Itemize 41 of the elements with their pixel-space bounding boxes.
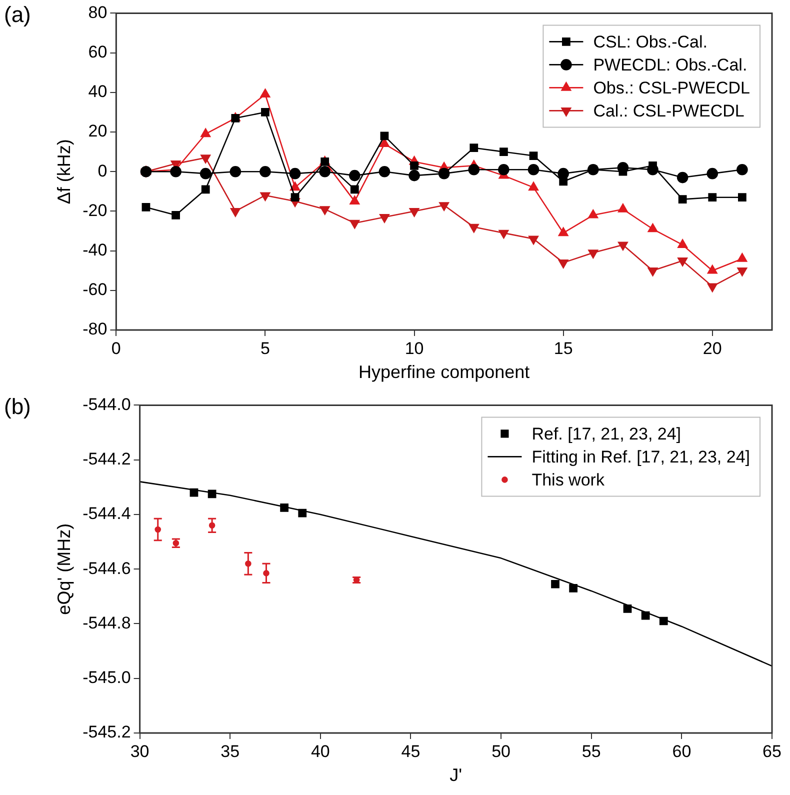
x-axis-title: J' <box>450 765 462 786</box>
x-tick-label: 55 <box>582 742 601 761</box>
text: (a) <box>4 2 31 28</box>
y-tick-label: 80 <box>88 2 108 22</box>
x-tick-label: 50 <box>492 742 511 761</box>
y-tick-label: -545.2 <box>82 722 131 742</box>
x-tick-label: 35 <box>220 742 240 761</box>
legend-label: This work <box>532 470 605 490</box>
y-tick-label: 20 <box>88 122 108 141</box>
y-tick-label: -544.4 <box>82 504 131 524</box>
x-tick-label: 15 <box>554 338 573 358</box>
x-tick-label: 45 <box>401 742 420 761</box>
x-axis-title: Hyperfine component <box>358 362 530 382</box>
x-tick-label: 30 <box>130 742 150 761</box>
y-tick-label: -20 <box>82 200 108 220</box>
y-tick-label: -60 <box>82 280 108 300</box>
x-tick-label: 20 <box>702 338 722 358</box>
y-axis-title: eQq' (MHz) <box>54 523 74 615</box>
y-tick-label: -544.2 <box>82 450 131 469</box>
legend-label: Fitting in Ref. [17, 21, 23, 24] <box>532 447 750 466</box>
x-tick-label: 65 <box>762 742 782 761</box>
y-tick-label: -544.8 <box>82 613 131 632</box>
legend-label: Obs.: CSL-PWECDL <box>593 78 750 98</box>
y-tick-label: -40 <box>82 240 108 260</box>
y-tick-label: -544.0 <box>82 394 131 414</box>
y-tick-label: 0 <box>98 161 108 180</box>
y-tick-label: 40 <box>88 82 108 102</box>
legend-label: CSL: Obs.-Cal. <box>593 32 708 52</box>
y-tick-label: 60 <box>88 42 108 62</box>
x-tick-label: 60 <box>672 742 692 761</box>
x-tick-label: 10 <box>404 338 424 358</box>
x-tick-label: 5 <box>260 338 270 358</box>
legend-label: PWECDL: Obs.-Cal. <box>593 55 748 74</box>
y-axis-title: Δf (kHz) <box>54 139 74 204</box>
y-tick-label: -80 <box>82 320 108 339</box>
legend-label: Cal.: CSL-PWECDL <box>593 101 744 120</box>
x-tick-label: 40 <box>310 742 330 761</box>
text: (b) <box>4 394 31 420</box>
legend-label: Ref. [17, 21, 23, 24] <box>532 424 682 444</box>
y-tick-label: -545.0 <box>82 668 131 688</box>
y-tick-label: -544.6 <box>82 558 131 578</box>
